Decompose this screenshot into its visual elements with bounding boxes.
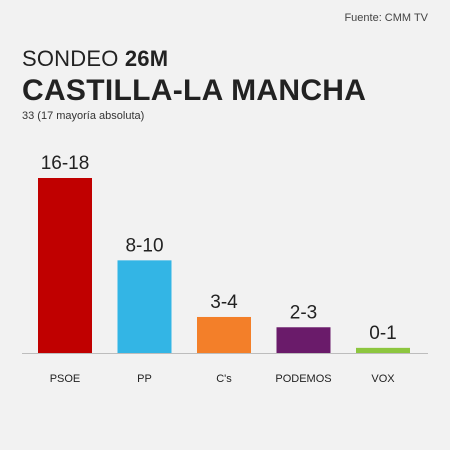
- bar-podemos: [276, 327, 331, 353]
- data-label: 3-4: [210, 292, 238, 313]
- category-label: PP: [137, 373, 152, 385]
- kicker-date: 26M: [124, 46, 169, 71]
- source-label: Fuente: CMM TV: [344, 12, 428, 24]
- data-label: 8-10: [125, 235, 163, 256]
- data-label: 16-18: [41, 153, 90, 174]
- bar-pp: [117, 260, 172, 353]
- bar-psoe: [38, 178, 92, 353]
- bar-cs: [197, 316, 251, 353]
- category-label: PSOE: [50, 373, 81, 385]
- chart-title: CASTILLA-LA MANCHA: [22, 74, 367, 107]
- bar-vox: [356, 347, 410, 353]
- category-label: C's: [216, 373, 232, 385]
- data-label: 2-3: [290, 302, 317, 323]
- kicker-prefix: SONDEO: [22, 46, 119, 71]
- chart-subtitle: 33 (17 mayoría absoluta): [22, 110, 145, 122]
- kicker: SONDEO 26M: [22, 46, 168, 72]
- category-label: PODEMOS: [275, 373, 331, 385]
- data-label: 0-1: [369, 323, 396, 344]
- category-label: VOX: [371, 373, 395, 385]
